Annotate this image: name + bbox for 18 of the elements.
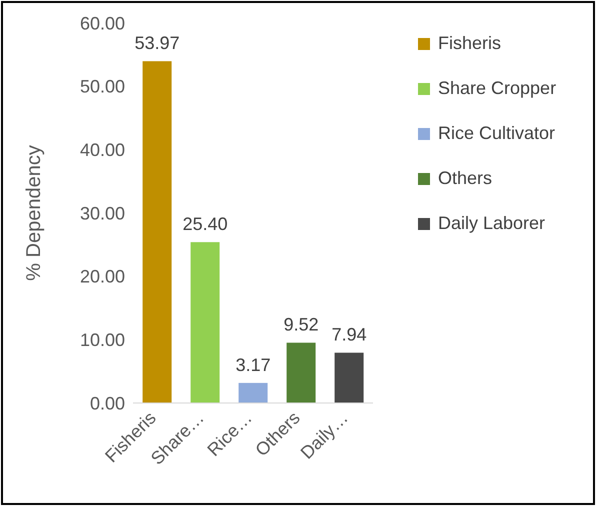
legend-label: Fisheris	[438, 33, 502, 54]
legend-label: Others	[438, 168, 492, 189]
legend-label: Rice Cultivator	[438, 123, 556, 144]
legend-label: Daily Laborer	[438, 213, 546, 234]
legend-label: Share Cropper	[438, 78, 556, 99]
y-tick-label: 40.00	[80, 140, 125, 160]
data-label: 53.97	[134, 33, 180, 54]
y-tick-label: 0.00	[90, 393, 125, 414]
y-tick-label: 20.00	[80, 266, 125, 287]
y-axis-title: % Dependency	[23, 145, 46, 281]
y-tick-label: 50.00	[80, 76, 125, 97]
y-tick-label: 60.00	[80, 13, 125, 34]
data-label: 25.40	[182, 214, 228, 234]
data-label: 9.52	[284, 314, 319, 335]
y-tick-label: 10.00	[80, 330, 125, 350]
data-label: 7.94	[332, 324, 367, 345]
data-label: 3.17	[236, 354, 271, 375]
y-tick-label: 30.00	[80, 203, 125, 224]
